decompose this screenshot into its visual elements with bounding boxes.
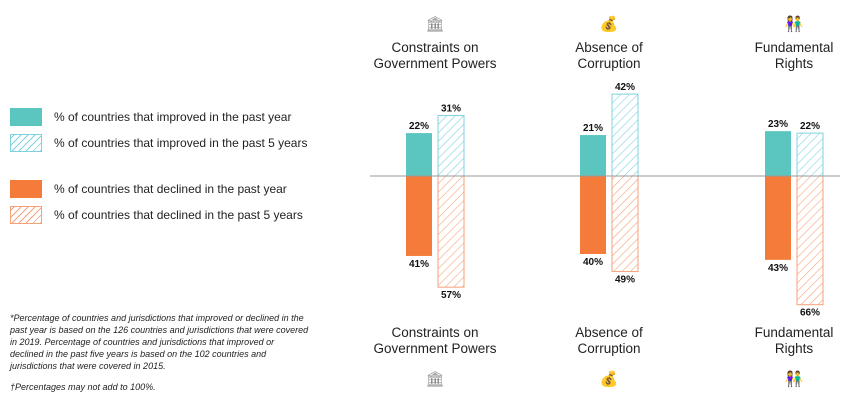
legend-swatch-solid-teal <box>10 108 42 126</box>
data-label: 42% <box>615 82 635 93</box>
category-label-top: Fundamental <box>755 40 834 55</box>
money-bag-icon: 💰 <box>600 370 619 388</box>
data-label: 57% <box>441 290 461 301</box>
bank-icon: 🏛 <box>425 16 444 33</box>
legend-item-declined-1y: % of countries that declined in the past… <box>10 180 350 206</box>
legend-item-improved-1y: % of countries that improved in the past… <box>10 108 350 134</box>
data-label: 43% <box>768 263 788 274</box>
bank-icon: 🏛 <box>425 371 444 388</box>
category-label-top: Corruption <box>577 56 640 71</box>
category-label-bottom: Fundamental <box>755 325 834 340</box>
people-icon: 👫 <box>785 370 804 388</box>
data-label: 23% <box>768 119 788 130</box>
bar-declined-1y <box>406 176 432 256</box>
legend-swatch-hatched-teal <box>10 134 42 152</box>
bar-improved-1y <box>765 131 791 176</box>
bar-improved-5y <box>611 93 639 177</box>
bar-declined-5y <box>796 175 824 306</box>
category-label-bottom: Constraints on <box>391 325 478 340</box>
category-label-top: Rights <box>775 56 814 71</box>
money-bag-icon: 💰 <box>600 15 619 33</box>
data-label: 40% <box>583 257 603 268</box>
bar-improved-5y <box>796 132 824 177</box>
footnote-text: *Percentage of countries and jurisdictio… <box>10 313 309 371</box>
legend-swatch-solid-orange <box>10 180 42 198</box>
category-label-bottom: Rights <box>775 341 814 356</box>
legend-label: % of countries that declined in the past… <box>54 208 303 222</box>
disclaimer-text: †Percentages may not add to 100%. <box>10 382 156 392</box>
bar-declined-5y <box>437 175 465 288</box>
bar-improved-1y <box>580 135 606 176</box>
data-label: 22% <box>409 121 429 132</box>
footnotes: *Percentage of countries and jurisdictio… <box>10 312 310 393</box>
category-label-bottom: Government Powers <box>373 341 496 356</box>
category-label-top: Constraints on <box>391 40 478 55</box>
data-label: 41% <box>409 259 429 270</box>
category-label-bottom: Absence of <box>575 325 643 340</box>
data-label: 66% <box>800 308 820 319</box>
legend-label: % of countries that declined in the past… <box>54 182 287 196</box>
legend-label: % of countries that improved in the past… <box>54 136 308 150</box>
legend-item-declined-5y: % of countries that declined in the past… <box>10 206 350 232</box>
data-label: 21% <box>583 123 603 134</box>
bar-declined-5y <box>611 175 639 273</box>
data-label: 49% <box>615 275 635 286</box>
legend-swatch-hatched-orange <box>10 206 42 224</box>
legend: % of countries that improved in the past… <box>10 108 350 232</box>
bar-improved-5y <box>437 115 465 177</box>
category-label-top: Absence of <box>575 40 643 55</box>
legend-label: % of countries that improved in the past… <box>54 110 292 124</box>
bar-declined-1y <box>580 176 606 254</box>
bar-improved-1y <box>406 133 432 176</box>
category-label-bottom: Corruption <box>577 341 640 356</box>
bar-declined-1y <box>765 176 791 260</box>
legend-item-improved-5y: % of countries that improved in the past… <box>10 134 350 160</box>
data-label: 22% <box>800 121 820 132</box>
people-icon: 👫 <box>785 15 804 33</box>
category-label-top: Government Powers <box>373 56 496 71</box>
data-label: 31% <box>441 104 461 115</box>
